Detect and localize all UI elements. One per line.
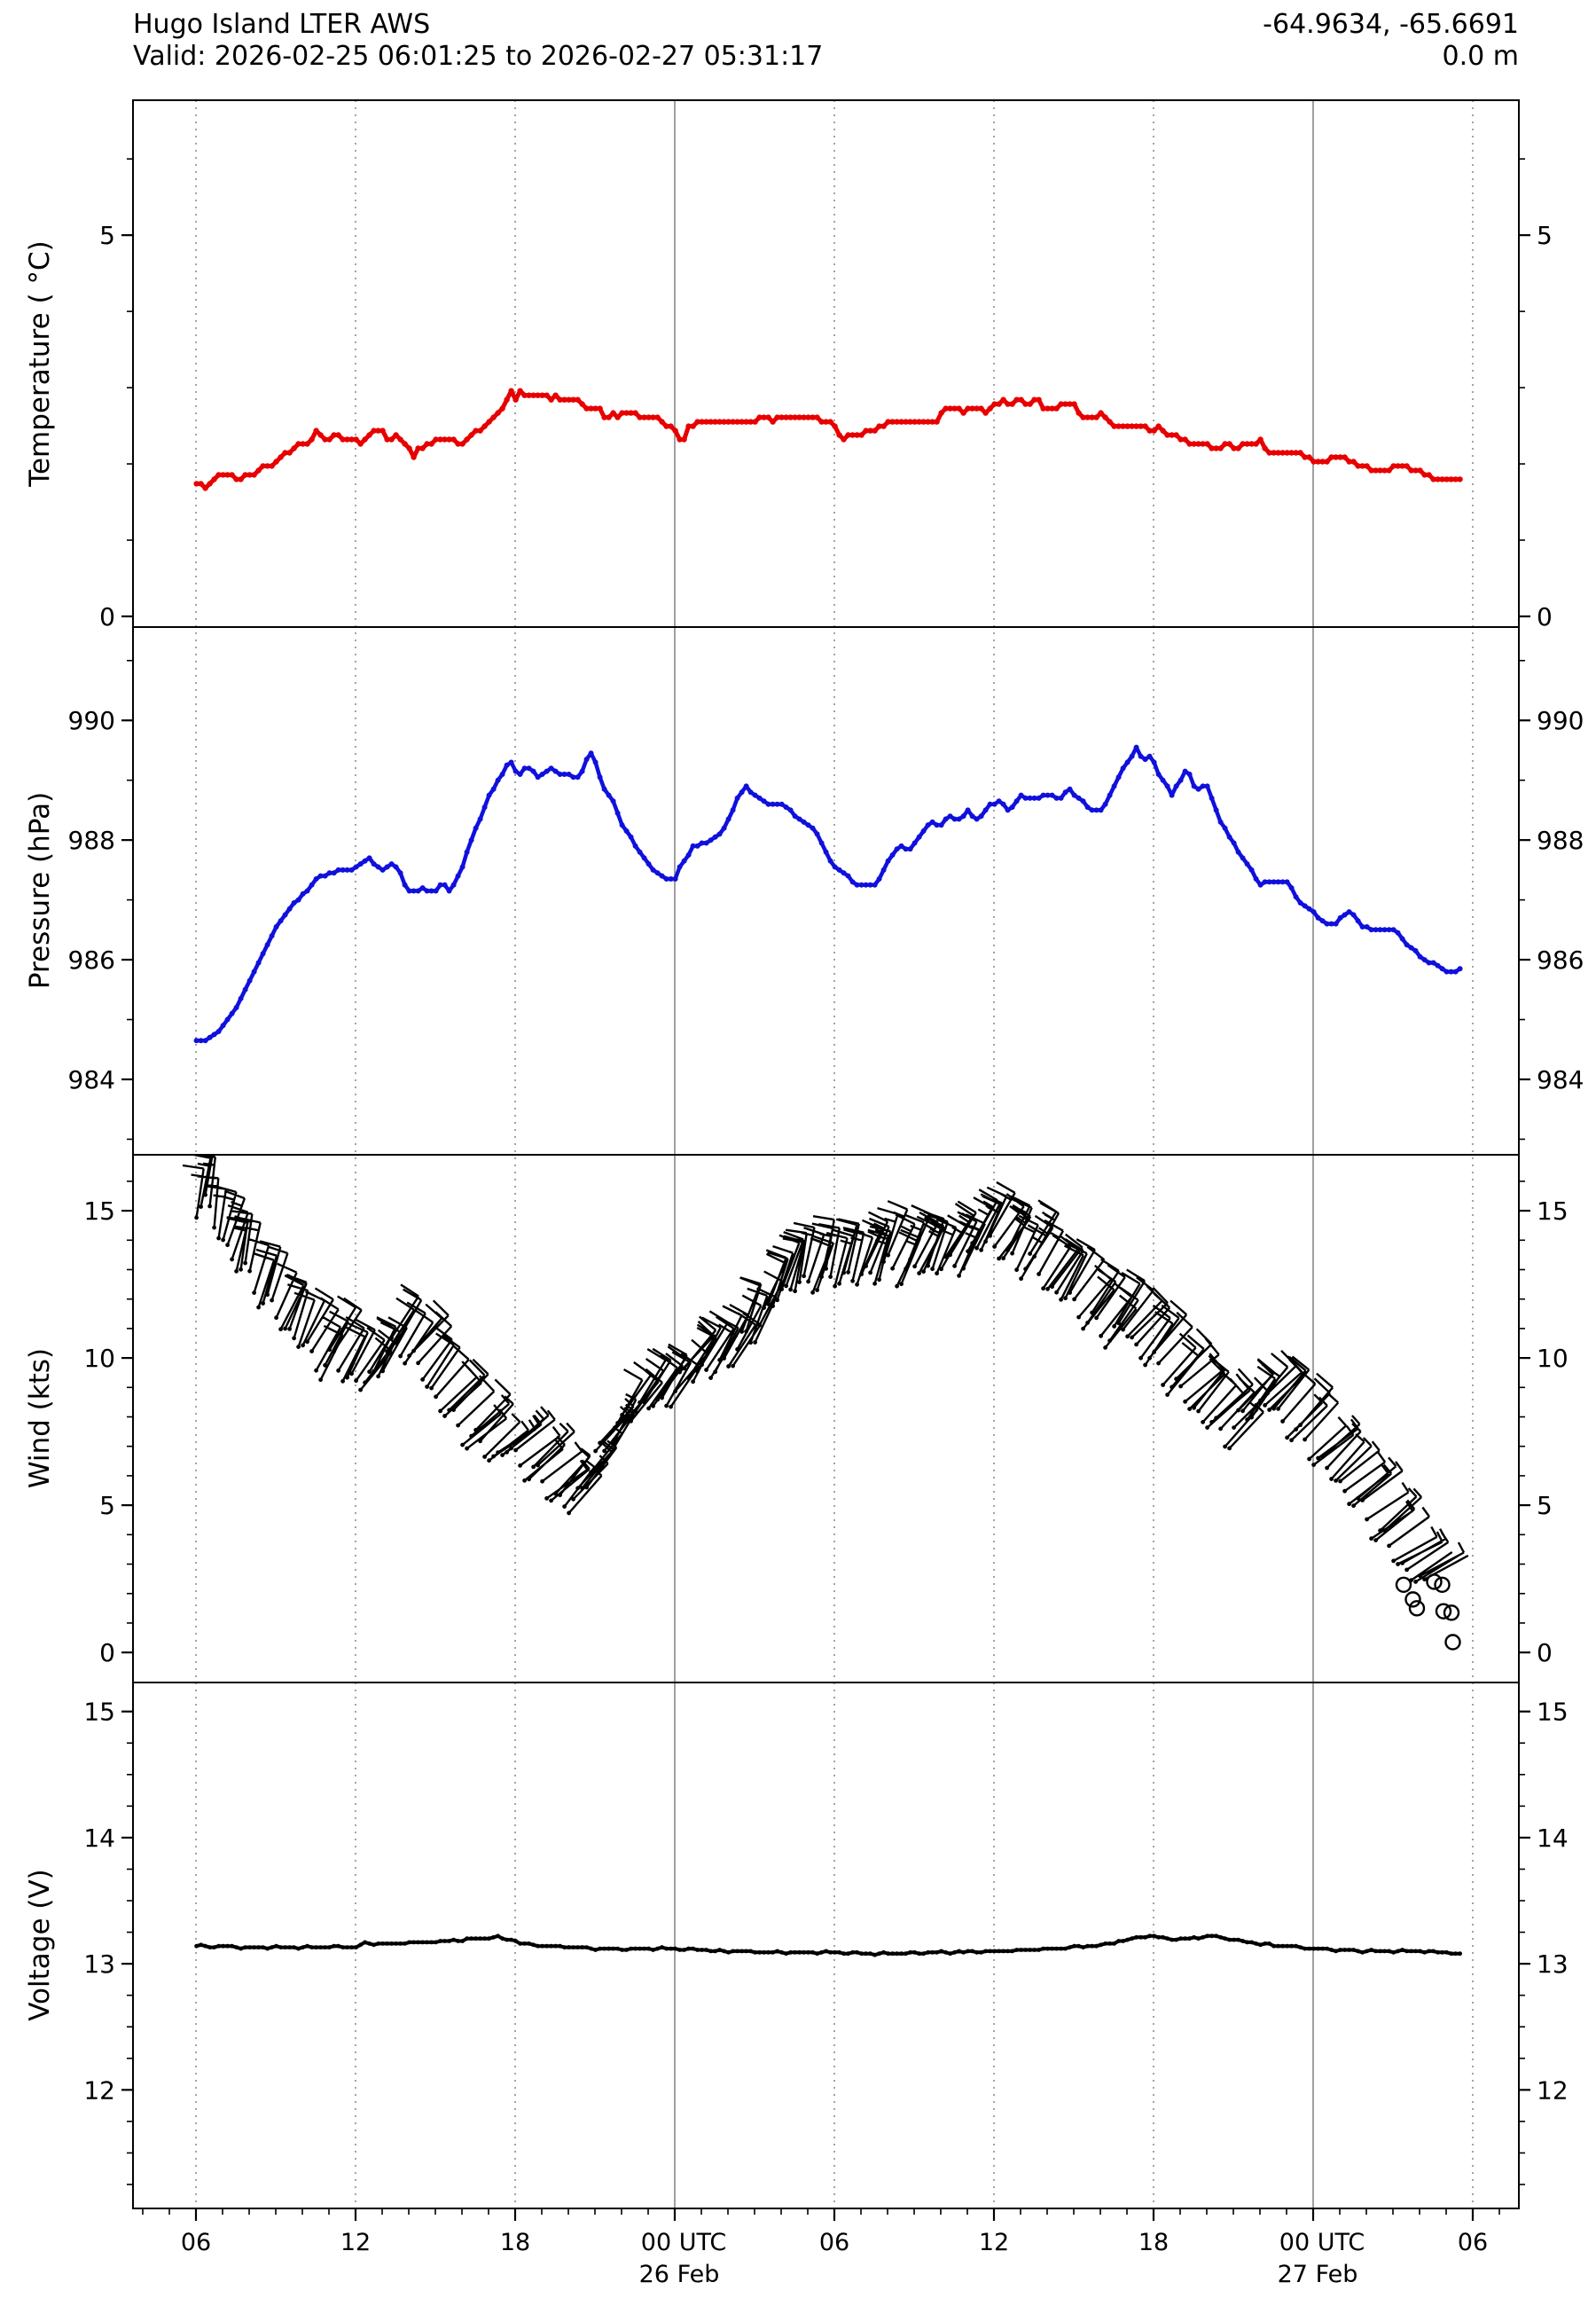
x-tick-date-label: 27 Feb	[1278, 2261, 1358, 2288]
temperature-tick-label-left: 0	[99, 602, 115, 631]
pressure-tick-label-right: 988	[1537, 826, 1584, 855]
x-tick-label: 18	[500, 2229, 530, 2256]
station-elevation: 0.0 m	[1442, 41, 1519, 72]
wind-tick-label-left: 15	[83, 1196, 115, 1226]
voltage-tick-label-right: 14	[1537, 1824, 1569, 1853]
calm-wind-circle	[1444, 1634, 1461, 1651]
wind-barbs	[182, 1156, 1469, 1583]
x-tick-label: 00 UTC	[641, 2229, 726, 2256]
pressure-axis-label: Pressure (hPa)	[24, 792, 56, 989]
valid-range-label: Valid: 2026-02-25 06:01:25 to 2026-02-27…	[133, 41, 824, 72]
x-tick-date-label: 26 Feb	[639, 2261, 720, 2288]
calm-wind-circle	[1443, 1604, 1460, 1621]
x-tick-label: 18	[1138, 2229, 1169, 2256]
temperature-tick-label-right: 0	[1537, 602, 1553, 631]
voltage-tick-label-right: 13	[1537, 1949, 1569, 1979]
voltage-tick-label-left: 15	[83, 1698, 115, 1727]
voltage-tick-label-left: 14	[83, 1824, 115, 1853]
chart-layer: 0 0 5 5 984 984 986 986 988 988 990 990 0 0 5 5 10 10 15 15…	[68, 99, 1584, 2288]
station-title: Hugo Island LTER AWS	[133, 9, 431, 40]
panel-frame-voltage	[132, 1682, 1520, 2209]
wind-tick-label-left: 0	[99, 1638, 115, 1667]
temperature-tick-label-left: 5	[99, 221, 115, 250]
pressure-tick-label-right: 984	[1537, 1065, 1584, 1094]
calm-wind-circle	[1426, 1573, 1443, 1590]
voltage-axis-label: Voltage (V)	[24, 1869, 56, 2021]
x-tick-label: 06	[1458, 2229, 1488, 2256]
x-tick-label: 00 UTC	[1279, 2229, 1365, 2256]
voltage-tick-label-right: 12	[1537, 2075, 1569, 2105]
calm-wind-circle	[1404, 1591, 1421, 1608]
calm-wind-circle	[1408, 1600, 1426, 1617]
temperature-axis-label: Temperature ( °C)	[24, 240, 56, 487]
pressure-tick-label-left: 990	[68, 706, 115, 735]
x-tick-label: 06	[819, 2229, 849, 2256]
x-tick-label: 12	[340, 2229, 371, 2256]
voltage-tick-label-left: 12	[83, 2075, 115, 2105]
panel-frame-pressure	[132, 626, 1520, 1156]
voltage-tick-label-left: 13	[83, 1949, 115, 1979]
pressure-markers	[193, 744, 1463, 1044]
pressure-tick-label-left: 984	[68, 1065, 115, 1094]
voltage-markers	[194, 1933, 1463, 1957]
wind-tick-label-right: 0	[1537, 1638, 1553, 1667]
station-coordinates: -64.9634, -65.6691	[1263, 9, 1519, 40]
voltage-tick-label-right: 15	[1537, 1698, 1569, 1727]
wind-tick-label-left: 10	[83, 1344, 115, 1373]
voltage-line	[194, 1933, 1462, 1957]
temperature-tick-label-right: 5	[1537, 221, 1553, 250]
calm-wind-circle	[1434, 1576, 1451, 1593]
x-tick-label: 12	[979, 2229, 1009, 2256]
pressure-tick-label-left: 986	[68, 945, 115, 975]
wind-barb-origins	[194, 1192, 1428, 1584]
wind-tick-label-right: 5	[1537, 1491, 1553, 1520]
pressure-tick-label-right: 986	[1537, 945, 1584, 975]
pressure-line	[194, 745, 1462, 1043]
temperature-markers	[193, 388, 1463, 491]
wind-tick-label-right: 10	[1537, 1344, 1569, 1373]
panel-frame-temperature	[132, 99, 1520, 628]
calm-wind-circle	[1395, 1576, 1412, 1593]
x-tick-label: 06	[181, 2229, 211, 2256]
calm-wind-circle	[1435, 1603, 1452, 1620]
wind-tick-label-left: 5	[99, 1491, 115, 1520]
panel-frame-wind	[132, 1154, 1520, 1683]
wind-axis-label: Wind (kts)	[24, 1348, 56, 1488]
pressure-tick-label-left: 988	[68, 826, 115, 855]
pressure-tick-label-right: 990	[1537, 706, 1584, 735]
wind-tick-label-right: 15	[1537, 1196, 1569, 1226]
